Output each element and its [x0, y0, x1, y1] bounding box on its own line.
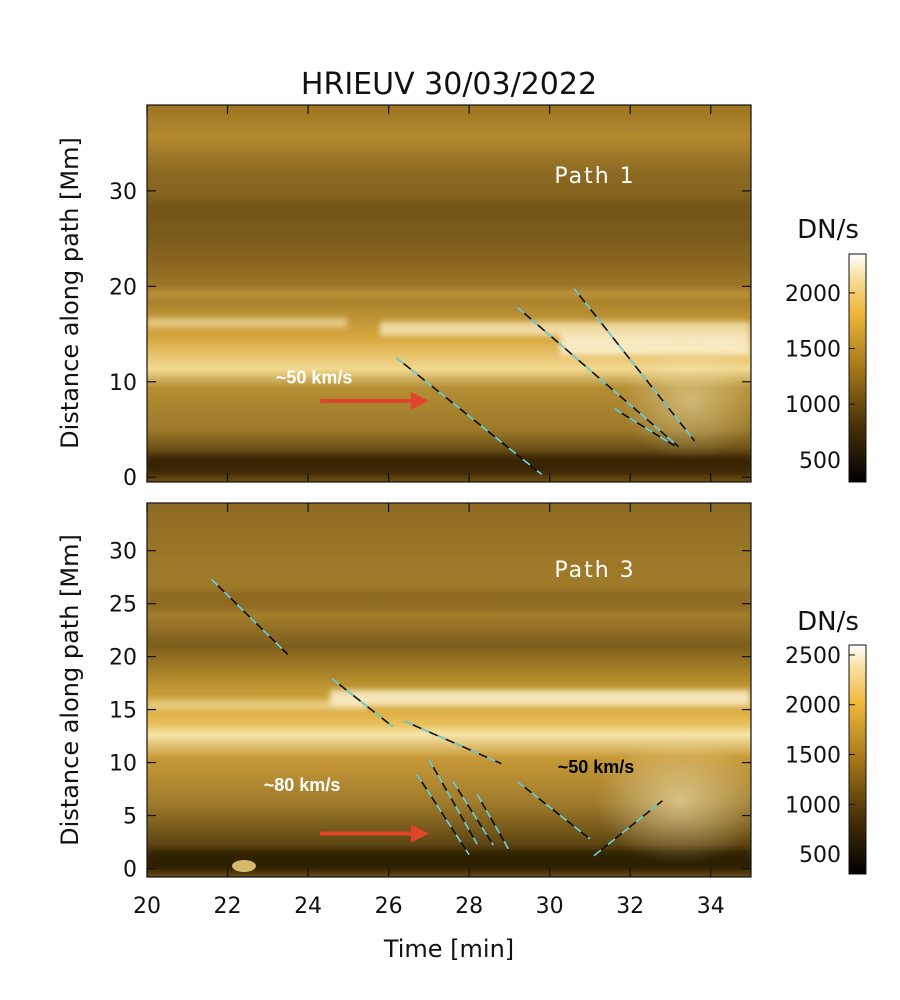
figure-title: HRIEUV 30/03/2022	[301, 67, 597, 102]
y-tick-label: 0	[123, 466, 137, 491]
x-tick-label: 30	[536, 894, 564, 919]
colorbar-tick-label: 500	[799, 449, 841, 474]
colorbar-tick-label: 2000	[785, 282, 841, 307]
fit-line	[516, 306, 680, 448]
y-tick-label: 0	[123, 858, 137, 883]
y-tick-label: 15	[109, 699, 137, 724]
fit-line	[404, 720, 502, 765]
x-tick-label: 22	[214, 894, 242, 919]
fit-lines-bottom	[210, 578, 663, 857]
colorbar-tick-label: 2000	[785, 694, 841, 719]
colorbar-tick-label: 500	[799, 843, 841, 868]
colorbar-label-top: DN/s	[797, 215, 859, 245]
fit-line	[516, 781, 591, 840]
colorbar-tick-label: 1500	[785, 744, 841, 769]
y-axis-bottom: 0 5 10 15 20 25 30	[109, 540, 751, 883]
colorbar-tick-label: 2500	[785, 644, 841, 669]
y-tick-label: 30	[109, 540, 137, 565]
fit-lines-top	[396, 287, 696, 475]
y-tick-label: 5	[123, 805, 137, 830]
arrow-bottom	[320, 824, 429, 843]
annotation-50kms-top: ~50 km/s	[276, 368, 353, 388]
colorbar-tick-label: 1000	[785, 793, 841, 818]
annotation-80kms: ~80 km/s	[264, 775, 341, 795]
colorbar-bottom: DN/s 500 1000 1500 2000 2500	[785, 607, 867, 875]
colorbar-tick-label: 1500	[785, 338, 841, 363]
fit-line	[210, 578, 289, 656]
y-tick-label: 20	[109, 275, 137, 300]
x-ticks-top	[146, 105, 712, 482]
plot-frame-top	[146, 104, 752, 483]
y-tick-label: 30	[109, 180, 137, 205]
x-tick-label: 24	[294, 894, 322, 919]
panel-label-path-3: Path 3	[554, 558, 635, 583]
arrow-head	[410, 391, 429, 410]
y-axis-top: 0 10 20 30	[109, 180, 751, 491]
fit-line	[396, 357, 543, 475]
annotation-50kms-bottom: ~50 km/s	[558, 757, 635, 777]
fit-line	[428, 759, 478, 845]
fit-line	[331, 678, 394, 728]
panel-top: 0 10 20 30 Path 1 ~50 km/s Distance along p…	[56, 104, 752, 491]
arrow-head	[410, 824, 429, 843]
arrow-top	[320, 391, 429, 410]
y-axis-label-bottom: Distance along path [Mm]	[56, 534, 84, 846]
colorbar-tick-label: 1000	[785, 393, 841, 418]
x-axis-bottom: 20 22 24 26 28 30 32 34	[133, 503, 725, 919]
heatmap-top	[147, 105, 751, 482]
colorbar-label-bottom: DN/s	[797, 607, 859, 637]
fit-line	[416, 773, 470, 856]
panel-bottom: 0 5 10 15 20 25 30 20 22 24 26 28 30 32 34 Path 3 ~80…	[56, 502, 752, 963]
fit-line	[613, 407, 675, 447]
fit-line	[573, 287, 696, 442]
y-tick-label: 25	[109, 593, 137, 618]
fit-line	[476, 793, 511, 851]
x-tick-label: 20	[133, 894, 161, 919]
fit-line	[452, 781, 494, 846]
colorbar-top: DN/s 500 1000 1500 2000	[785, 215, 867, 483]
x-tick-label: 28	[455, 894, 483, 919]
y-axis-label-top: Distance along path [Mm]	[56, 137, 84, 449]
x-tick-label: 34	[697, 894, 725, 919]
panel-label-path-1: Path 1	[554, 164, 635, 189]
fit-line	[593, 800, 663, 857]
y-tick-label: 10	[109, 752, 137, 777]
y-tick-label: 20	[109, 646, 137, 671]
x-axis-label: Time [min]	[383, 935, 514, 963]
y-tick-label: 10	[109, 371, 137, 396]
x-tick-label: 32	[616, 894, 644, 919]
heatmap-bottom	[147, 503, 751, 877]
plot-frame-bottom	[146, 502, 752, 878]
x-tick-label: 26	[375, 894, 403, 919]
